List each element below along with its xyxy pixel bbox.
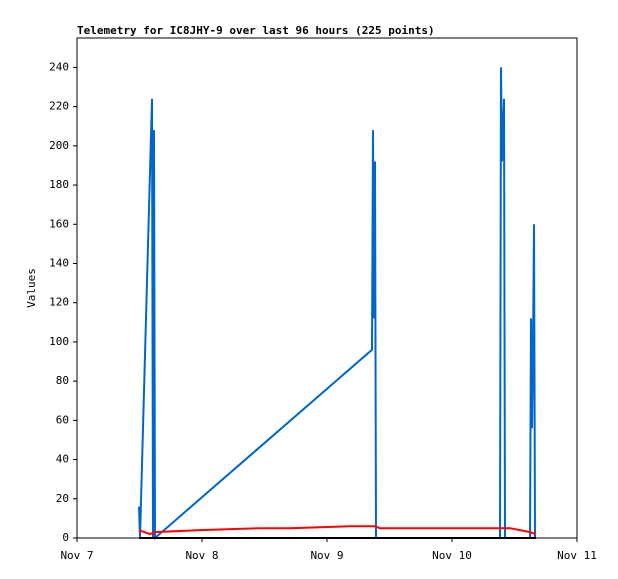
x-tick-label: Nov 11: [557, 549, 597, 562]
y-tick-label: 0: [62, 531, 69, 544]
x-tick-label: Nov 9: [310, 549, 343, 562]
series-line: [138, 525, 537, 536]
y-tick-label: 40: [56, 453, 69, 466]
y-axis-label: Values: [25, 268, 38, 308]
y-tick-label: 160: [49, 217, 69, 230]
x-tick-label: Nov 7: [60, 549, 93, 562]
y-tick-label: 120: [49, 296, 69, 309]
y-tick-label: 100: [49, 335, 69, 348]
series-line: [138, 67, 536, 541]
chart-title: Telemetry for IC8JHY-9 over last 96 hour…: [77, 24, 435, 37]
y-tick-label: 240: [49, 60, 69, 73]
y-tick-label: 200: [49, 139, 69, 152]
y-tick-label: 220: [49, 100, 69, 113]
y-tick-label: 140: [49, 256, 69, 269]
y-tick-label: 80: [56, 374, 69, 387]
x-tick-label: Nov 8: [185, 549, 218, 562]
y-tick-label: 20: [56, 492, 69, 505]
y-tick-label: 180: [49, 178, 69, 191]
x-tick-label: Nov 10: [432, 549, 472, 562]
y-tick-label: 60: [56, 413, 69, 426]
